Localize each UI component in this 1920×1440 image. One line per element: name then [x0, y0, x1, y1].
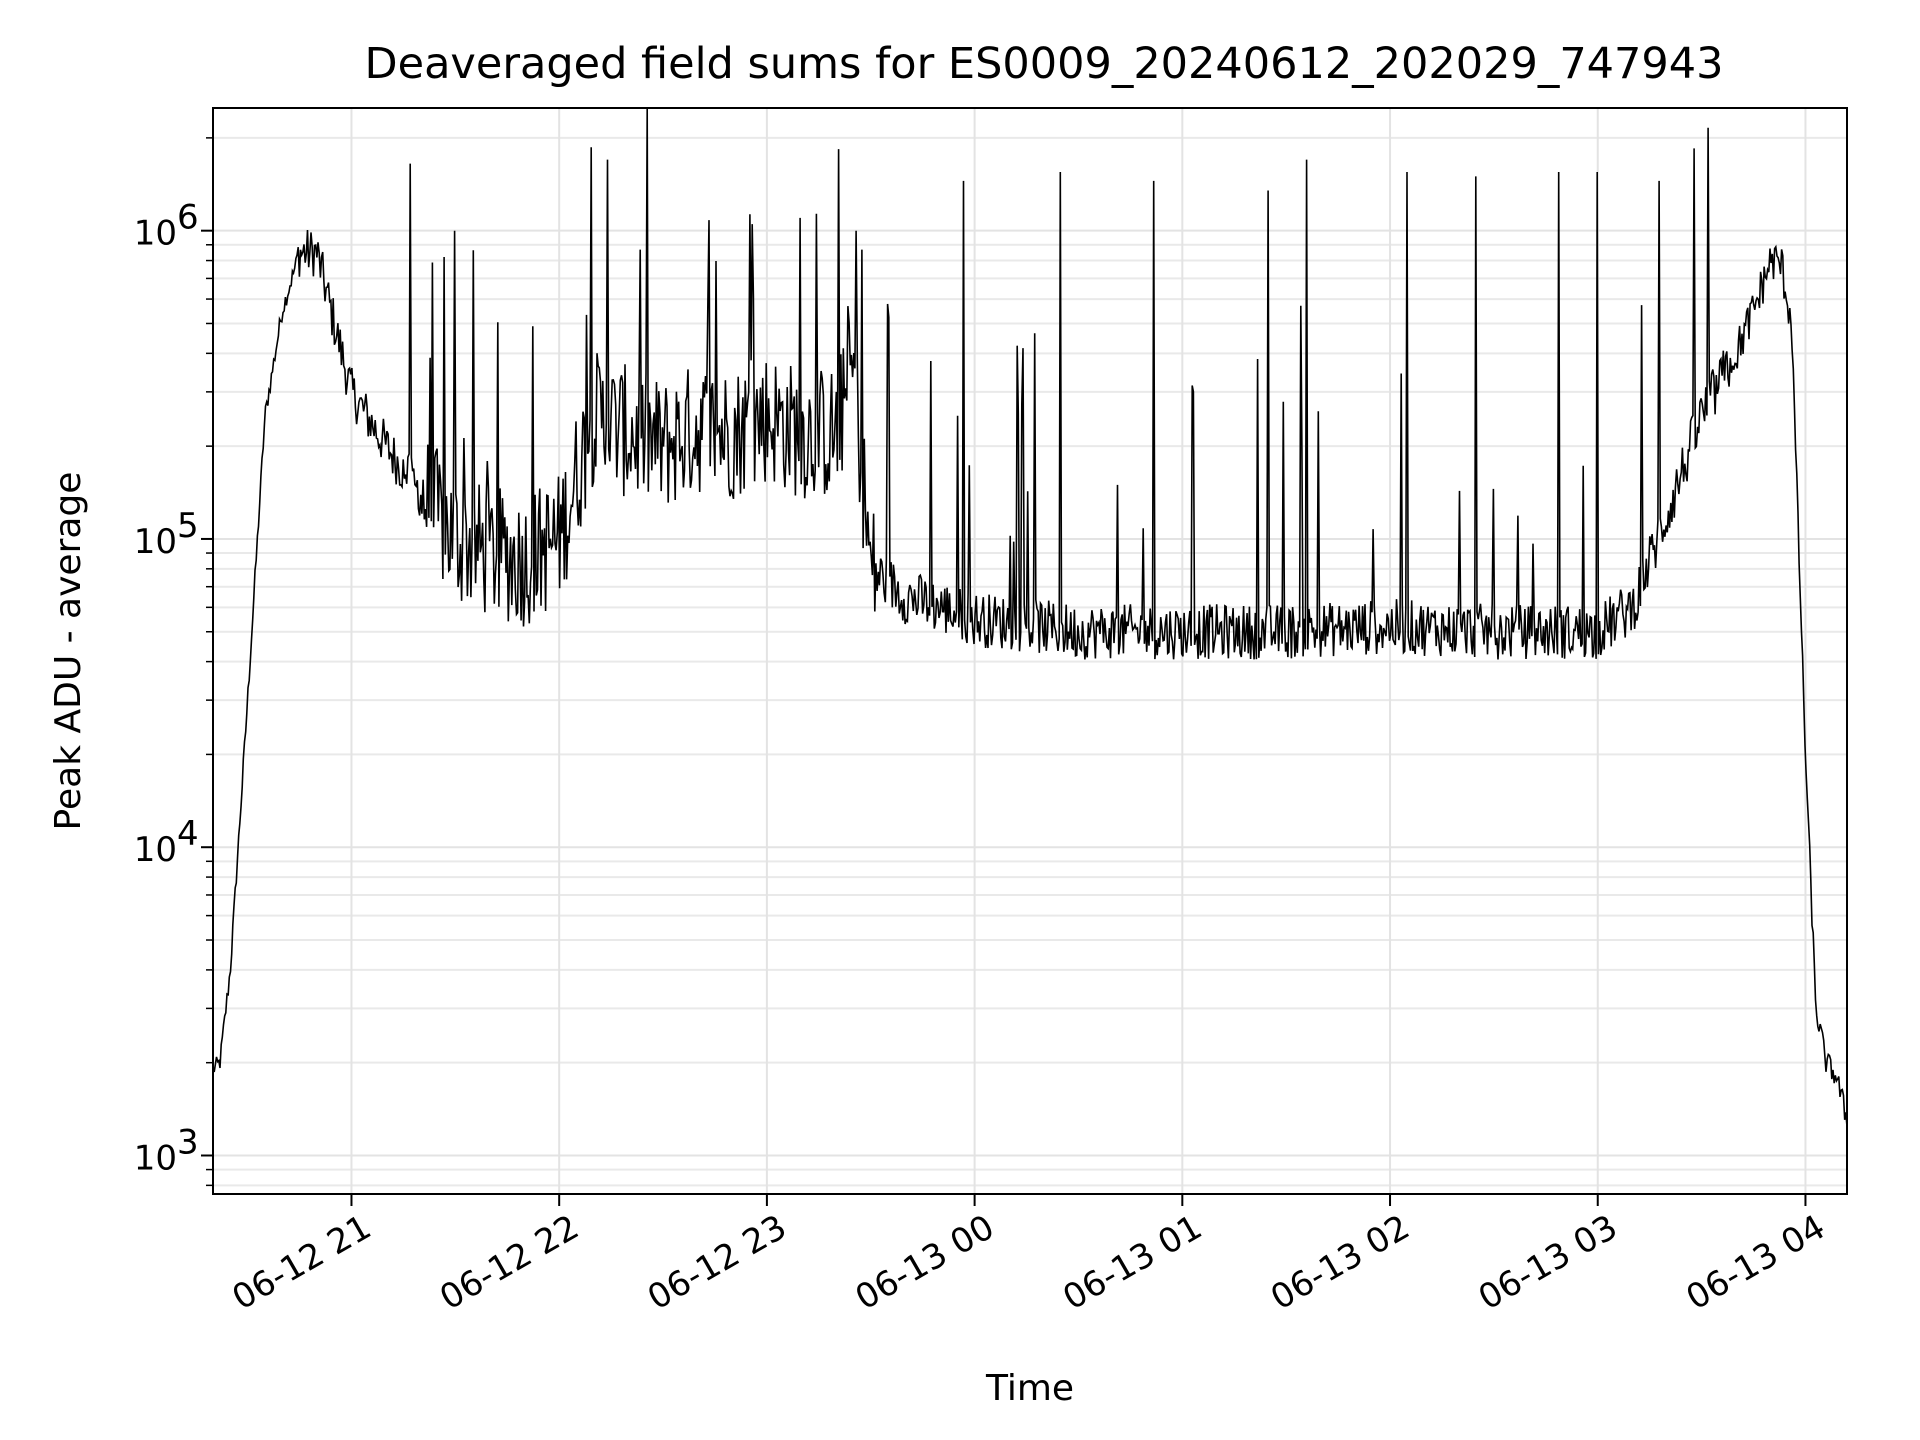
plot-frame	[212, 107, 1848, 1195]
y-tick-exponent: 5	[177, 506, 199, 546]
y-tick-exponent: 6	[177, 198, 199, 238]
y-tick-exponent: 3	[177, 1122, 199, 1162]
x-axis-title: Time	[985, 1368, 1074, 1409]
y-tick-label: 10	[134, 522, 177, 562]
y-axis-title: Peak ADU - average	[48, 472, 89, 831]
y-tick-exponent: 4	[177, 814, 199, 854]
series-line	[212, 107, 1848, 1127]
chart-title: Deaveraged field sums for ES0009_2024061…	[365, 39, 1724, 89]
y-tick-label: 10	[134, 214, 177, 254]
y-tick-label: 10	[134, 830, 177, 870]
plot-area	[212, 107, 1848, 1127]
grid	[213, 108, 1847, 1194]
y-tick-label: 10	[134, 1138, 177, 1178]
